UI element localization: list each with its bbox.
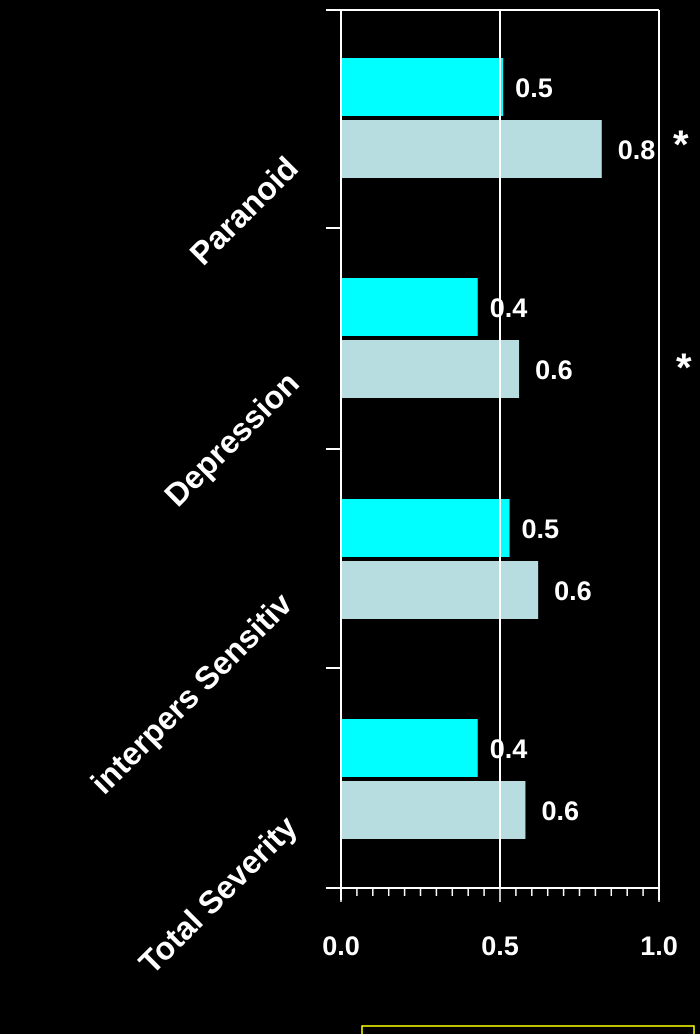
data-label-1-1: 0.5 — [515, 73, 553, 103]
category-label-1: Paranoid — [183, 149, 305, 271]
bar-1-2 — [341, 278, 478, 336]
x-tick-label-1: 0.0 — [322, 931, 360, 961]
bar-2-2 — [341, 340, 520, 398]
bar-2-1 — [341, 120, 602, 178]
category-label-4: Total Severity — [132, 808, 304, 980]
data-label-1-2: 0.4 — [490, 293, 528, 323]
data-label-2-3: 0.6 — [554, 576, 592, 606]
bars-layer — [341, 58, 602, 839]
category-label-3: interpers Sensitiv — [84, 585, 299, 800]
data-label-1-4: 0.4 — [490, 734, 528, 764]
bar-2-4 — [341, 781, 526, 839]
bar-1-3 — [341, 499, 510, 557]
x-tick-label-3: 1.0 — [640, 931, 678, 961]
bar-1-4 — [341, 719, 478, 777]
significance-star-1: * — [673, 123, 689, 167]
data-label-2-4: 0.6 — [541, 796, 579, 826]
caption-box — [361, 1025, 695, 1034]
category-label-2: Depression — [157, 364, 306, 513]
bar-2-3 — [341, 561, 539, 619]
data-label-2-2: 0.6 — [535, 355, 573, 385]
x-tick-label-2: 0.5 — [481, 931, 519, 961]
significance-star-2: * — [676, 346, 692, 390]
bar-1-1 — [341, 58, 504, 116]
axes-layer — [326, 9, 660, 902]
data-label-2-1: 0.8 — [618, 135, 656, 165]
data-label-1-3: 0.5 — [522, 514, 560, 544]
